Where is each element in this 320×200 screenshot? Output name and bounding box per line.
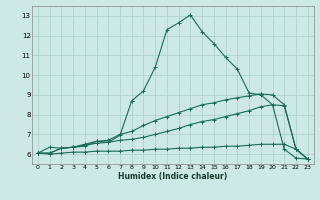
- X-axis label: Humidex (Indice chaleur): Humidex (Indice chaleur): [118, 172, 228, 181]
